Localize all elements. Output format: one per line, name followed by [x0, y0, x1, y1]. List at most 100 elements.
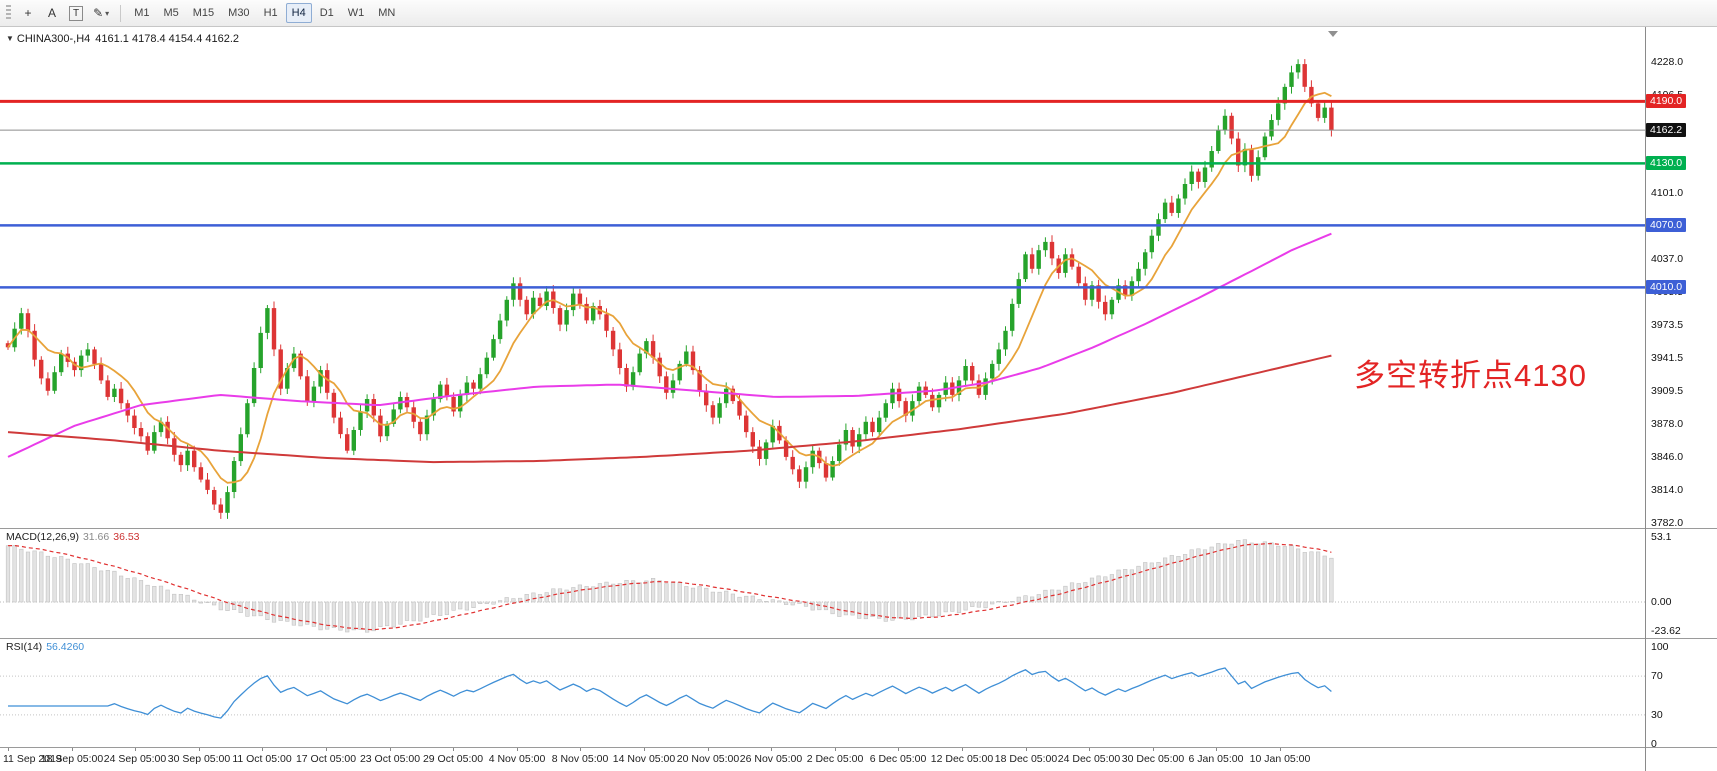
- draw-tool-button[interactable]: ✎ ▾: [89, 3, 113, 24]
- rsi-scale-label: 30: [1651, 709, 1663, 721]
- draw-icon: ✎: [93, 6, 104, 20]
- macd-scale-label: -23.62: [1651, 625, 1681, 637]
- time-tick: [708, 748, 709, 751]
- price-axis[interactable]: 4228.04196.54164.54132.54101.04069.04037…: [1646, 0, 1717, 771]
- chart-shift-marker[interactable]: [1328, 31, 1338, 37]
- macd-value-signal: 36.53: [113, 531, 140, 543]
- price-scale-label: 4228.0: [1651, 56, 1684, 68]
- time-tick: [135, 748, 136, 751]
- crosshair-tool-button[interactable]: +: [17, 3, 39, 24]
- price-tag-4190.0: 4190.0: [1646, 94, 1687, 108]
- timeframe-button-h4[interactable]: H4: [285, 3, 312, 23]
- time-axis-border: [0, 747, 1717, 748]
- rsi-indicator-chart[interactable]: [0, 639, 1645, 748]
- price-scale-label: 3909.5: [1651, 385, 1684, 397]
- time-axis-label: 4 Nov 05:00: [488, 753, 546, 765]
- time-tick: [1153, 748, 1154, 751]
- time-axis-label: 6 Jan 05:00: [1188, 753, 1244, 765]
- macd-value-main: 31.66: [82, 531, 110, 543]
- text-label-icon: T: [69, 5, 84, 21]
- crosshair-icon: +: [24, 6, 32, 20]
- time-tick: [1089, 748, 1090, 751]
- rsi-line: [8, 667, 1332, 719]
- time-axis-label: 2 Dec 05:00: [806, 753, 864, 765]
- time-tick: [517, 748, 518, 751]
- timeframe-button-mn[interactable]: MN: [378, 7, 396, 19]
- time-axis-label: 30 Sep 05:00: [167, 753, 231, 765]
- text-icon: A: [47, 6, 56, 20]
- time-axis-label: 11 Sep 2019: [3, 753, 62, 765]
- top-toolbar: + A T ✎ ▾ M1 M5 M15 M30 H1 H4 D1 W1 MN: [0, 0, 1717, 27]
- time-axis-label: 24 Sep 05:00: [103, 753, 167, 765]
- text-label-tool-button[interactable]: T: [65, 3, 87, 24]
- time-tick: [1280, 748, 1281, 751]
- time-tick: [962, 748, 963, 751]
- time-axis-label: 8 Nov 05:00: [551, 753, 609, 765]
- macd-name: MACD(12,26,9): [6, 531, 79, 543]
- symbol-title: CHINA300-,H4: [16, 33, 91, 45]
- time-tick: [390, 748, 391, 751]
- price-tag-4070.0: 4070.0: [1646, 218, 1687, 232]
- time-axis-label: 14 Nov 05:00: [612, 753, 676, 765]
- timeframe-button-m1[interactable]: M1: [134, 7, 150, 19]
- time-axis-label: 23 Oct 05:00: [359, 753, 421, 765]
- time-tick: [644, 748, 645, 751]
- time-tick: [835, 748, 836, 751]
- timeframe-button-d1[interactable]: D1: [319, 7, 334, 19]
- time-axis-label: 30 Dec 05:00: [1121, 753, 1185, 765]
- time-axis-label: 20 Nov 05:00: [676, 753, 740, 765]
- time-tick: [1026, 748, 1027, 751]
- timeframe-button-h1[interactable]: H1: [263, 7, 278, 19]
- macd-scale-label: 53.1: [1651, 531, 1672, 543]
- time-axis-label: 17 Oct 05:00: [295, 753, 357, 765]
- time-tick: [8, 748, 9, 751]
- time-tick: [326, 748, 327, 751]
- rsi-scale-label: 70: [1651, 670, 1663, 682]
- rsi-scale-label: 0: [1651, 738, 1657, 750]
- macd-histogram: [5, 539, 1334, 633]
- macd-indicator-chart[interactable]: [0, 529, 1645, 639]
- time-tick: [72, 748, 73, 751]
- time-axis-label: 29 Oct 05:00: [422, 753, 484, 765]
- timeframe-group: M1 M5 M15 M30 H1 H4 D1 W1 MN: [128, 3, 401, 23]
- time-axis-label: 26 Nov 05:00: [739, 753, 803, 765]
- ma-slow-line: [7, 354, 1332, 464]
- price-axis-border: [1645, 27, 1646, 771]
- timeframe-button-m15[interactable]: M15: [192, 7, 215, 19]
- macd-scale-label: 0.00: [1651, 596, 1672, 608]
- symbol-ohlc-values: 4161.1 4178.4 4154.4 4162.2: [95, 33, 240, 45]
- main-price-chart[interactable]: [0, 29, 1645, 529]
- price-scale-label: 3941.5: [1651, 352, 1684, 364]
- price-scale-label: 3814.0: [1651, 484, 1684, 496]
- time-axis-label: 11 Oct 05:00: [232, 753, 292, 765]
- price-scale-label: 3973.5: [1651, 319, 1684, 331]
- panel-splitter-rsi[interactable]: [0, 638, 1717, 639]
- time-axis-label: 18 Dec 05:00: [994, 753, 1058, 765]
- price-tag-4162.2: 4162.2: [1646, 123, 1687, 137]
- time-axis[interactable]: 11 Sep 2019 18 Sep 05:00 24 Sep 05:00 30 Se…: [0, 748, 1645, 771]
- rsi-name: RSI(14): [6, 641, 43, 653]
- price-tag-4010.0: 4010.0: [1646, 280, 1687, 294]
- chart-collapse-icon[interactable]: ▼: [6, 34, 14, 43]
- timeframe-button-m5[interactable]: M5: [163, 7, 179, 19]
- toolbar-separator: [120, 4, 122, 22]
- price-scale-label: 3846.0: [1651, 451, 1684, 463]
- chart-annotation-text[interactable]: 多空转折点4130: [1354, 358, 1587, 393]
- time-tick: [1216, 748, 1217, 751]
- price-scale-label: 4037.0: [1651, 253, 1684, 265]
- dropdown-caret-icon: ▾: [105, 8, 110, 18]
- symbol-info: ▼ CHINA300-,H4 4161.1 4178.4 4154.4 4162.2: [6, 33, 239, 45]
- time-tick: [453, 748, 454, 751]
- time-axis-label: 18 Sep 05:00: [40, 753, 104, 765]
- time-tick: [771, 748, 772, 751]
- panel-splitter-macd[interactable]: [0, 528, 1717, 529]
- timeframe-button-m30[interactable]: M30: [228, 7, 250, 19]
- ma-mid-line: [7, 232, 1332, 458]
- time-axis-label: 12 Dec 05:00: [930, 753, 994, 765]
- toolbar-grip[interactable]: [6, 5, 11, 21]
- timeframe-button-w1[interactable]: W1: [347, 7, 365, 19]
- text-tool-button[interactable]: A: [41, 3, 63, 24]
- time-axis-label: 10 Jan 05:00: [1249, 753, 1311, 765]
- time-tick: [199, 748, 200, 751]
- rsi-scale-label: 100: [1651, 641, 1669, 653]
